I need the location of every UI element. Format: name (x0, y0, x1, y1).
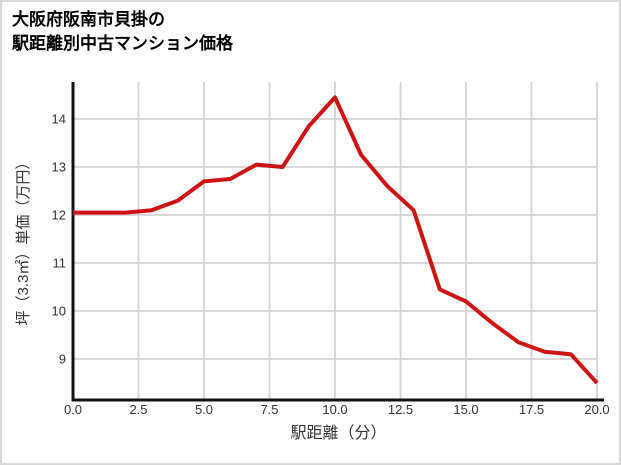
chart-title-line2: 駅距離別中古マンション価格 (12, 34, 233, 53)
x-tick-label: 7.5 (260, 402, 278, 417)
y-axis-title: 坪（3.3㎡）単価（万円） (15, 155, 32, 326)
x-tick-label: 15.0 (453, 402, 478, 417)
y-tick-label: 9 (59, 352, 66, 367)
x-tick-label: 20.0 (584, 402, 609, 417)
x-tick-label: 17.5 (519, 402, 544, 417)
y-tick-label: 12 (52, 208, 66, 223)
chart-title: 大阪府阪南市貝掛の駅距離別中古マンション価格 (12, 8, 233, 56)
x-tick-label: 10.0 (322, 402, 347, 417)
y-tick-label: 10 (52, 304, 66, 319)
y-tick-label: 11 (53, 256, 67, 271)
x-axis-title: 駅距離（分） (290, 424, 386, 442)
x-tick-label: 0.0 (64, 402, 82, 417)
y-tick-label: 13 (52, 160, 66, 175)
x-tick-label: 5.0 (195, 402, 213, 417)
x-tick-label: 12.5 (388, 402, 413, 417)
y-tick-label: 14 (52, 112, 66, 127)
x-tick-label: 2.5 (129, 402, 147, 417)
price-line (73, 95, 599, 385)
chart-title-line1: 大阪府阪南市貝掛の (12, 10, 165, 29)
